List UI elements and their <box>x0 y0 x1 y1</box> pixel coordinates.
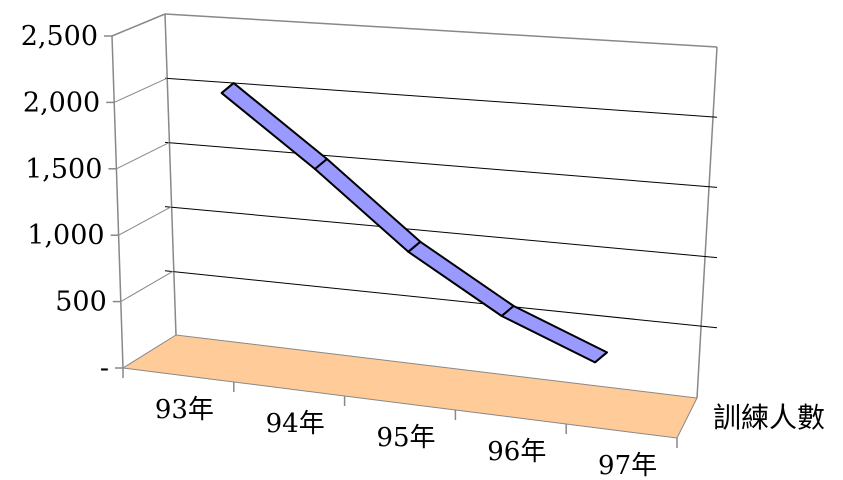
gridline-side <box>116 141 170 170</box>
gridlines <box>113 77 718 329</box>
y-tick-label: 2,500 <box>21 21 98 52</box>
gridline-side <box>120 270 175 303</box>
chart-walls <box>111 13 718 399</box>
x-axis-ticks: 93年 94年 95年 96年 97年 <box>122 368 678 480</box>
x-tick-label: 95年 <box>376 423 435 453</box>
gridline <box>164 270 718 329</box>
gridline-side <box>118 206 172 236</box>
series-ribbon <box>220 82 608 364</box>
y-tick-label: 2,000 <box>23 87 100 118</box>
ribbon-segment <box>407 240 515 318</box>
x-tick-label: 93年 <box>155 395 214 425</box>
y-tick-label: - <box>100 353 109 384</box>
ribbon-cap <box>221 82 235 94</box>
gridline <box>164 206 718 259</box>
legend-label: 訓練人數 <box>713 401 825 434</box>
y-tick-label: 1,500 <box>25 154 102 185</box>
gridline <box>164 141 718 188</box>
y-tick-label: 500 <box>55 287 107 318</box>
y-tick-label: 1,000 <box>27 220 104 251</box>
ribbon-segment <box>314 158 422 253</box>
legend: 訓練人數 <box>713 401 825 434</box>
x-tick-label: 94年 <box>266 409 325 439</box>
gridline <box>164 77 718 118</box>
x-tick-label: 97年 <box>598 451 657 480</box>
ribbon-cap <box>594 351 608 364</box>
gridline-side <box>113 77 168 103</box>
x-tick-label: 96年 <box>487 437 546 467</box>
y-axis-ticks: - 500 1,000 1,500 2,000 2,500 <box>21 21 123 384</box>
ribbon-segment <box>220 82 328 171</box>
